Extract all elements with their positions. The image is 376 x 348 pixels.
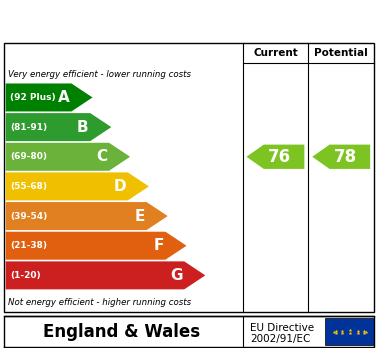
Text: Not energy efficient - higher running costs: Not energy efficient - higher running co… xyxy=(8,298,191,307)
Text: Energy Efficiency Rating: Energy Efficiency Rating xyxy=(64,11,312,29)
Text: (39-54): (39-54) xyxy=(10,212,47,221)
Polygon shape xyxy=(247,145,304,169)
Polygon shape xyxy=(6,84,92,111)
Polygon shape xyxy=(6,143,130,171)
Text: Very energy efficient - lower running costs: Very energy efficient - lower running co… xyxy=(8,70,191,79)
Text: (81-91): (81-91) xyxy=(10,122,47,132)
Bar xyxy=(325,318,374,345)
Polygon shape xyxy=(6,232,186,260)
Text: A: A xyxy=(58,90,70,105)
Text: (21-38): (21-38) xyxy=(10,241,47,250)
Text: C: C xyxy=(96,149,107,164)
Text: (69-80): (69-80) xyxy=(10,152,47,161)
Text: (92 Plus): (92 Plus) xyxy=(10,93,56,102)
Polygon shape xyxy=(6,261,205,290)
Polygon shape xyxy=(6,202,168,230)
Text: B: B xyxy=(77,120,88,135)
Text: EU Directive: EU Directive xyxy=(250,323,314,332)
Text: (55-68): (55-68) xyxy=(10,182,47,191)
Polygon shape xyxy=(312,145,370,169)
Text: E: E xyxy=(134,208,145,223)
Text: D: D xyxy=(113,179,126,194)
Polygon shape xyxy=(6,113,111,141)
Text: (1-20): (1-20) xyxy=(10,271,41,280)
Text: Current: Current xyxy=(253,48,298,58)
Text: 2002/91/EC: 2002/91/EC xyxy=(250,334,311,344)
Text: England & Wales: England & Wales xyxy=(43,323,200,341)
Text: 76: 76 xyxy=(268,148,291,166)
Polygon shape xyxy=(6,172,149,200)
Text: Potential: Potential xyxy=(314,48,368,58)
Text: G: G xyxy=(170,268,182,283)
Text: 78: 78 xyxy=(334,148,356,166)
Text: F: F xyxy=(153,238,164,253)
